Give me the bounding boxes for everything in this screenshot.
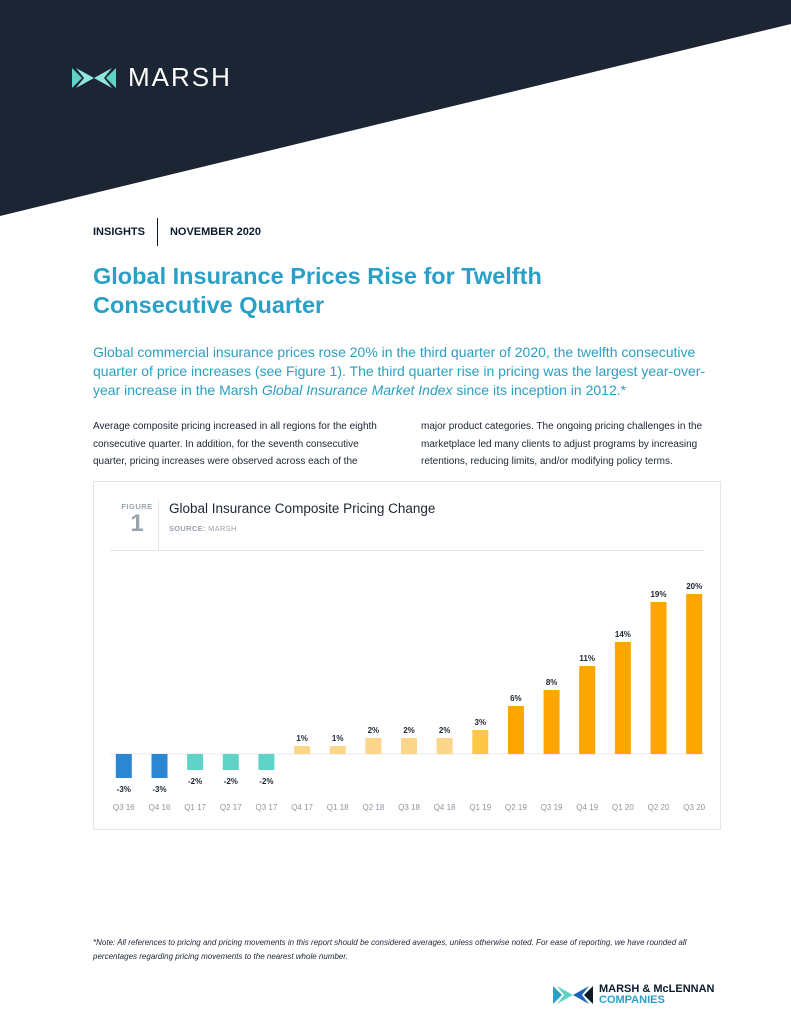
- body-column-2: major product categories. The ongoing pr…: [421, 421, 703, 467]
- x-tick-label: Q2 19: [505, 803, 527, 812]
- x-tick-label: Q3 17: [256, 803, 278, 812]
- x-tick-label: Q1 18: [327, 803, 349, 812]
- data-label: 11%: [579, 654, 595, 663]
- header-banner: [0, 0, 791, 216]
- body-columns: Average composite pricing increased in a…: [93, 418, 723, 471]
- mmc-logo-icon: [553, 986, 593, 1004]
- data-label: 2%: [403, 726, 415, 735]
- data-label: 1%: [296, 734, 308, 743]
- x-tick-label: Q3 16: [113, 803, 135, 812]
- x-tick-label: Q1 17: [184, 803, 206, 812]
- x-tick-label: Q4 16: [149, 803, 171, 812]
- bar-q3-16: [115, 754, 132, 778]
- data-label: -3%: [117, 785, 131, 794]
- data-label: -2%: [188, 777, 202, 786]
- x-tick-label: Q3 18: [398, 803, 420, 812]
- bar-q1-20: [614, 642, 631, 754]
- data-label: 1%: [332, 734, 344, 743]
- logo-wordmark: MARSH: [128, 62, 232, 92]
- article-meta: INSIGHTS NOVEMBER 2020: [93, 218, 261, 246]
- x-tick-label: Q3 19: [541, 803, 563, 812]
- bar-q3-17: [258, 754, 275, 770]
- lead-paragraph: Global commercial insurance prices rose …: [93, 343, 723, 400]
- mmc-name-line-1: MARSH & McLENNAN: [599, 983, 715, 995]
- source-label: SOURCE:: [169, 524, 206, 533]
- x-tick-label: Q1 20: [612, 803, 634, 812]
- data-label: 19%: [650, 590, 666, 599]
- x-tick-label: Q1 19: [469, 803, 491, 812]
- data-label: -2%: [224, 777, 238, 786]
- x-tick-label: Q4 19: [576, 803, 598, 812]
- x-tick-label: Q2 18: [363, 803, 385, 812]
- body-column-1: Average composite pricing increased in a…: [93, 421, 377, 467]
- bar-q4-16: [151, 754, 168, 778]
- bar-q2-18: [365, 738, 382, 754]
- data-label: 14%: [615, 630, 631, 639]
- bar-q3-19: [543, 690, 560, 754]
- meta-divider: [156, 218, 158, 246]
- bar-q2-17: [222, 754, 239, 770]
- date-label: NOVEMBER 2020: [169, 226, 262, 238]
- bar-q2-20: [650, 602, 667, 754]
- figure-word: FIGURE: [121, 502, 153, 511]
- lead-text-end: since its inception in 2012.*: [452, 382, 627, 398]
- page-title: Global Insurance Prices Rise for Twelfth…: [93, 262, 653, 320]
- lead-index-name: Global Insurance Market Index: [261, 382, 453, 398]
- x-tick-label: Q4 17: [291, 803, 313, 812]
- data-label: 8%: [546, 678, 558, 687]
- figure-1: FIGURE 1 Global Insurance Composite Pric…: [93, 481, 721, 830]
- mmc-wordmark: MARSH & McLENNAN COMPANIES: [599, 984, 715, 1006]
- title-line-2: Consecutive Quarter: [93, 292, 325, 318]
- figure-divider: [158, 500, 159, 550]
- mmc-logo: MARSH & McLENNAN COMPANIES: [553, 984, 715, 1006]
- bar-q4-17: [294, 746, 311, 754]
- section-label: INSIGHTS: [93, 226, 145, 238]
- data-label: 2%: [368, 726, 380, 735]
- lead-text-start: Global commercial insurance prices rose …: [93, 344, 706, 398]
- source-name: MARSH: [208, 524, 237, 533]
- marsh-logo-icon: [72, 67, 116, 88]
- footnote: *Note: All references to pricing and pri…: [93, 938, 687, 961]
- marsh-logo: MARSH: [72, 62, 232, 93]
- x-tick-label: Q2 17: [220, 803, 242, 812]
- figure-header-rule: [110, 550, 704, 551]
- data-label: -2%: [259, 777, 273, 786]
- data-label: -3%: [152, 785, 166, 794]
- mmc-name-line-2: COMPANIES: [599, 994, 665, 1006]
- figure-label: FIGURE 1: [117, 502, 157, 537]
- bar-q4-18: [436, 738, 453, 754]
- figure-source: SOURCE: MARSH: [169, 524, 237, 533]
- bar-q3-20: [686, 594, 703, 754]
- x-tick-label: Q3 20: [683, 803, 705, 812]
- chart-title: Global Insurance Composite Pricing Chang…: [169, 501, 436, 516]
- bar-q2-19: [507, 706, 524, 754]
- x-tick-label: Q2 20: [648, 803, 670, 812]
- data-label: 3%: [475, 718, 487, 727]
- x-tick-label: Q4 18: [434, 803, 456, 812]
- title-line-1: Global Insurance Prices Rise for Twelfth: [93, 263, 542, 289]
- bar-q1-17: [187, 754, 204, 770]
- bar-q1-18: [329, 746, 346, 754]
- data-label: 6%: [510, 694, 522, 703]
- bar-q4-19: [579, 666, 596, 754]
- data-label: 2%: [439, 726, 451, 735]
- figure-number: 1: [130, 510, 144, 537]
- data-label: 20%: [686, 582, 702, 591]
- pricing-bar-chart: -3% Q3 16 -3% Q4 16 -2% Q1 17 -2% Q2 17 -2% Q3 17…: [110, 582, 706, 812]
- bar-q1-19: [472, 730, 489, 754]
- bar-q3-18: [401, 738, 417, 754]
